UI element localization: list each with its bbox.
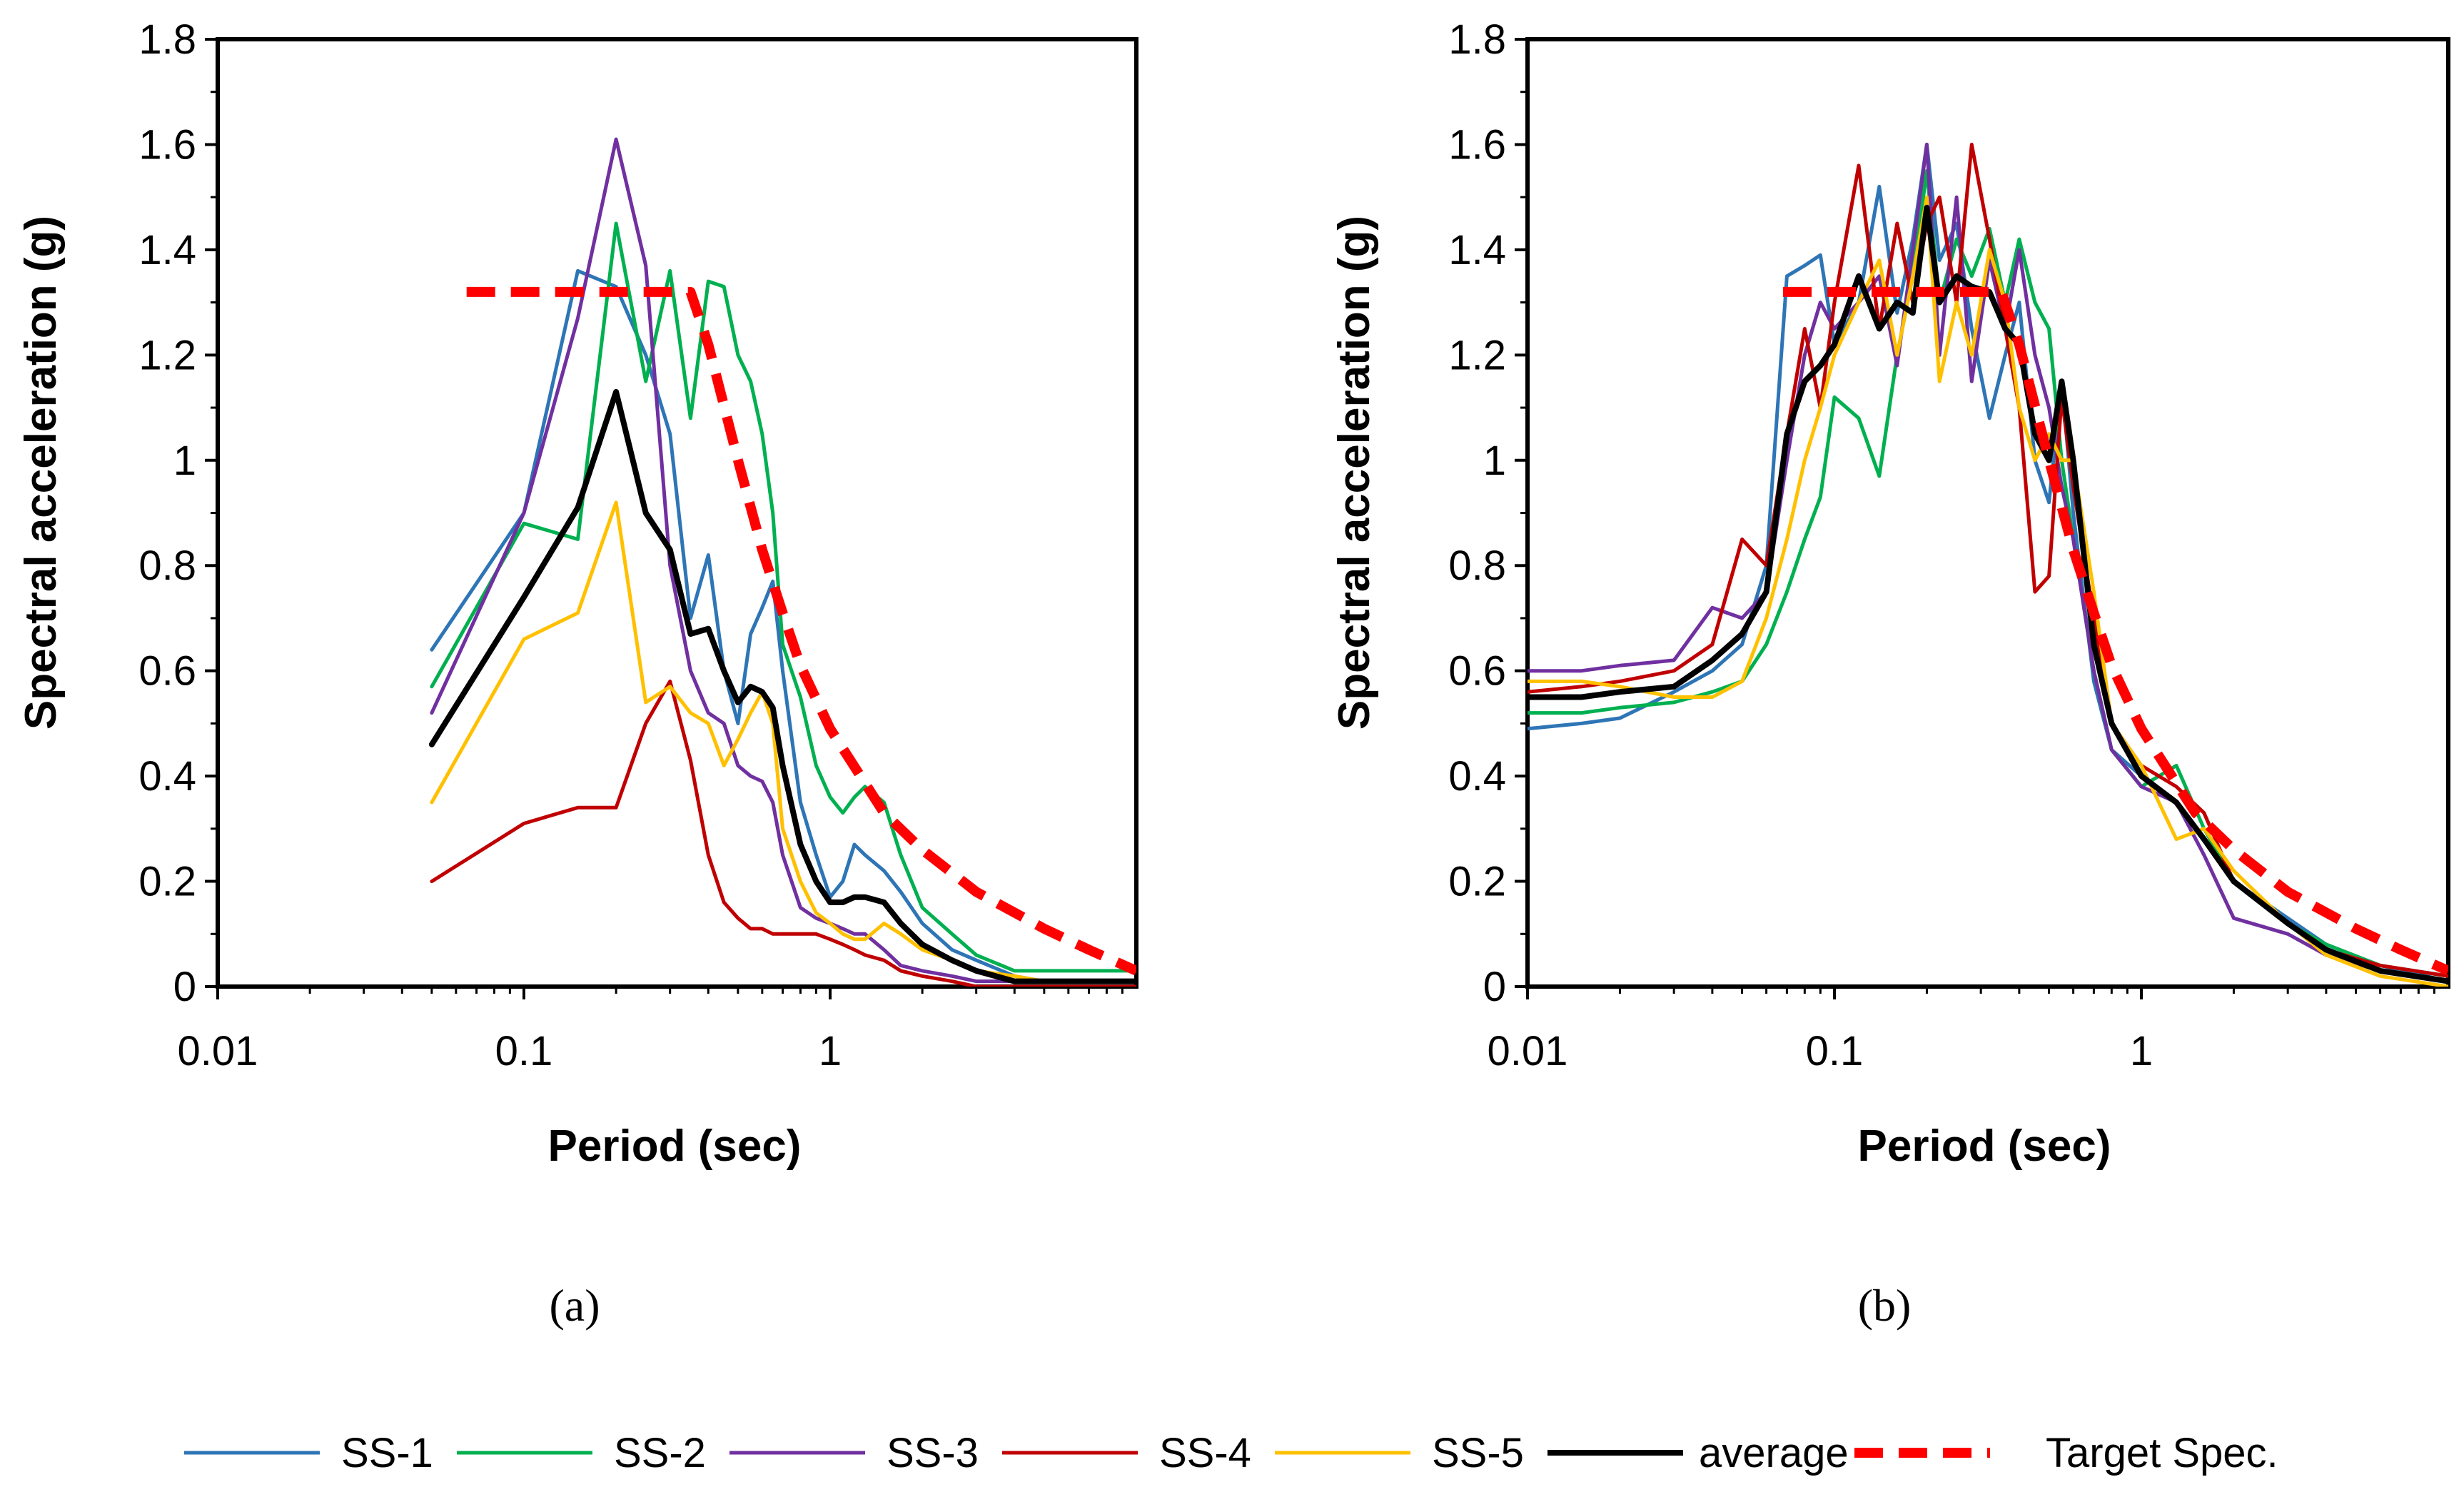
x-tick-label-b: 1 bbox=[2130, 1028, 2153, 1074]
series-line-ss-4-a bbox=[430, 679, 1136, 987]
series-line-ss-2-a bbox=[430, 221, 1136, 973]
series-line-ss-1-a bbox=[430, 268, 1136, 984]
legend-label-average: average bbox=[1699, 1430, 1849, 1476]
y-tick-label-a: 1.4 bbox=[138, 227, 196, 273]
y-tick-label-b: 1.2 bbox=[1448, 332, 1506, 378]
y-tick-label-b: 0.4 bbox=[1448, 753, 1506, 800]
legend-entry-ss-3: SS-3 bbox=[729, 1430, 979, 1476]
series-line-ss-4-b bbox=[1528, 142, 2448, 978]
y-tick-label-a: 0.6 bbox=[138, 648, 196, 695]
series-group-b bbox=[1528, 142, 2448, 987]
y-tick-label-a: 0.2 bbox=[138, 859, 196, 905]
y-tick-label-b: 1 bbox=[1483, 438, 1506, 484]
legend-entry-ss-2: SS-2 bbox=[457, 1430, 706, 1476]
y-tick-label-b: 1.6 bbox=[1448, 121, 1506, 168]
legend-label-ss-1: SS-1 bbox=[341, 1430, 433, 1476]
chart-panel-a: Spectral acceleration (g) Period (sec) (… bbox=[16, 16, 1138, 1331]
legend: SS-1 SS-2 SS-3 SS-4 SS-5 average Target … bbox=[184, 1430, 2278, 1476]
x-tick-label-a: 0.01 bbox=[178, 1028, 258, 1074]
series-line-ss-5-b bbox=[1528, 195, 2448, 987]
y-tick-label-b: 0.8 bbox=[1448, 543, 1506, 589]
x-tick-label-b: 0.01 bbox=[1488, 1028, 1568, 1074]
y-tick-label-a: 0 bbox=[173, 964, 196, 1010]
series-line-ss-3-a bbox=[430, 137, 1136, 984]
legend-entry-ss-5: SS-5 bbox=[1275, 1430, 1524, 1476]
series-group-a bbox=[428, 137, 1136, 987]
y-tick-label-a: 1.8 bbox=[138, 16, 196, 63]
series-line-average-a bbox=[428, 388, 1136, 984]
chart-panel-b: Spectral acceleration (g) Period (sec) (… bbox=[1330, 16, 2450, 1331]
y-tick-label-b: 0 bbox=[1483, 964, 1506, 1010]
y-tick-label-b: 0.6 bbox=[1448, 648, 1506, 695]
y-tick-label-b: 1.8 bbox=[1448, 16, 1506, 63]
x-tick-label-a: 0.1 bbox=[495, 1028, 553, 1074]
legend-label-ss-2: SS-2 bbox=[614, 1430, 706, 1476]
series-line-target-spec-b bbox=[1783, 286, 2448, 976]
x-tick-label-b: 0.1 bbox=[1806, 1028, 1864, 1074]
series-line-ss-2-b bbox=[1528, 168, 2448, 978]
legend-label-ss-3: SS-3 bbox=[887, 1430, 979, 1476]
x-tick-label-a: 1 bbox=[819, 1028, 842, 1074]
legend-label-target-spec: Target Spec. bbox=[2046, 1430, 2278, 1476]
series-line-target-spec-a bbox=[466, 286, 1136, 976]
legend-label-ss-4: SS-4 bbox=[1159, 1430, 1251, 1476]
y-tick-label-b: 1.4 bbox=[1448, 227, 1506, 273]
y-tick-label-a: 1 bbox=[173, 438, 196, 484]
x-axis-title-a: Period (sec) bbox=[548, 1122, 802, 1171]
y-tick-label-a: 0.4 bbox=[138, 753, 196, 800]
x-axis-title-b: Period (sec) bbox=[1858, 1122, 2111, 1171]
legend-label-ss-5: SS-5 bbox=[1432, 1430, 1524, 1476]
y-tick-label-a: 0.8 bbox=[138, 543, 196, 589]
panel-label-b: (b) bbox=[1858, 1280, 1912, 1331]
legend-entry-ss-4: SS-4 bbox=[1002, 1430, 1251, 1476]
y-tick-label-b: 0.2 bbox=[1448, 859, 1506, 905]
series-line-average-b bbox=[1528, 204, 2448, 984]
legend-entry-average: average bbox=[1547, 1430, 1849, 1476]
y-axis-title-a: Spectral acceleration (g) bbox=[16, 216, 66, 730]
y-tick-label-a: 1.6 bbox=[138, 121, 196, 168]
panel-label-a: (a) bbox=[549, 1280, 600, 1331]
legend-entry-ss-1: SS-1 bbox=[184, 1430, 433, 1476]
legend-entry-target-spec: Target Spec. bbox=[1854, 1430, 2278, 1476]
y-tick-label-a: 1.2 bbox=[138, 332, 196, 378]
y-axis-title-b: Spectral acceleration (g) bbox=[1330, 216, 1379, 730]
